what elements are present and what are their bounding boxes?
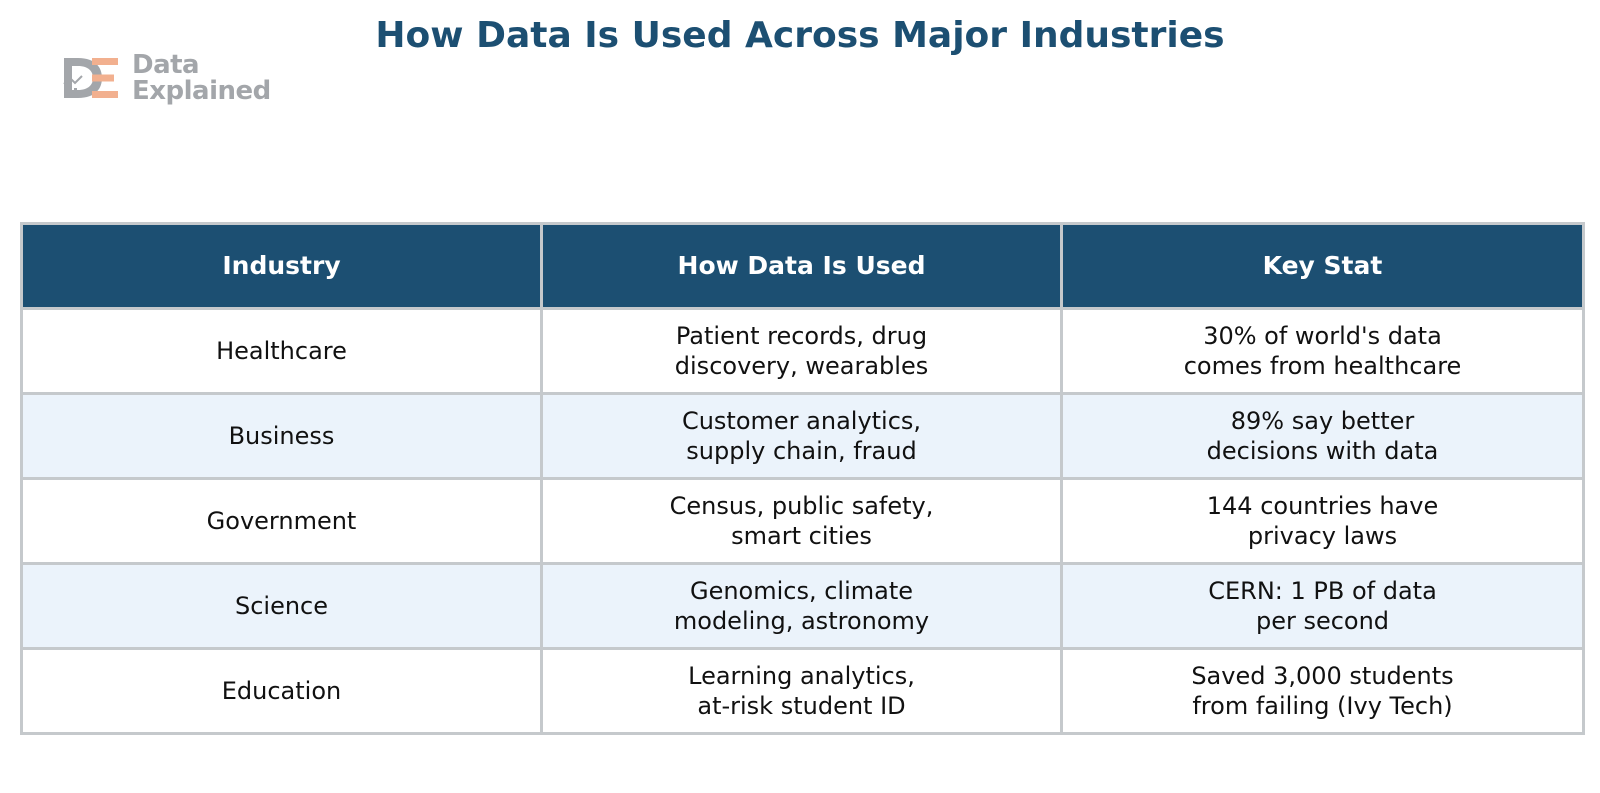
brand-logo: Data Explained: [62, 52, 271, 104]
industry-cell: Healthcare: [20, 307, 543, 395]
stat-line: 89% say better: [1230, 407, 1415, 435]
column-header-industry: Industry: [20, 222, 543, 310]
column-header-usage: How Data Is Used: [540, 222, 1063, 310]
stat-cell: CERN: 1 PB of data per second: [1060, 562, 1585, 650]
usage-line: Customer analytics,: [681, 407, 922, 435]
stat-line: per second: [1255, 607, 1390, 635]
industry-data-table: Industry How Data Is Used Key Stat Healt…: [20, 222, 1585, 735]
usage-line: discovery, wearables: [674, 352, 929, 380]
usage-line: modeling, astronomy: [673, 607, 930, 635]
stat-line: from failing (Ivy Tech): [1192, 692, 1453, 720]
stat-line: 30% of world's data: [1203, 322, 1442, 350]
table-row: Healthcare Patient records, drug discove…: [20, 307, 1585, 395]
usage-cell: Census, public safety, smart cities: [540, 477, 1063, 565]
logo-wordmark: Data Explained: [132, 52, 271, 104]
stat-line: privacy laws: [1247, 522, 1398, 550]
logo-line-2: Explained: [132, 76, 271, 106]
industry-cell: Business: [20, 392, 543, 480]
table-row: Education Learning analytics, at-risk st…: [20, 647, 1585, 735]
industry-cell: Government: [20, 477, 543, 565]
table-row: Science Genomics, climate modeling, astr…: [20, 562, 1585, 650]
logo-line-1: Data: [132, 50, 200, 80]
stat-cell: 30% of world's data comes from healthcar…: [1060, 307, 1585, 395]
usage-line: Learning analytics,: [688, 662, 915, 690]
usage-cell: Genomics, climate modeling, astronomy: [540, 562, 1063, 650]
usage-line: supply chain, fraud: [686, 437, 917, 465]
table-row: Government Census, public safety, smart …: [20, 477, 1585, 565]
usage-line: Genomics, climate: [689, 577, 914, 605]
usage-cell: Learning analytics, at-risk student ID: [540, 647, 1063, 735]
stat-cell: 89% say better decisions with data: [1060, 392, 1585, 480]
usage-line: Patient records, drug: [675, 322, 928, 350]
page-title: How Data Is Used Across Major Industries: [375, 15, 1225, 56]
usage-cell: Patient records, drug discovery, wearabl…: [540, 307, 1063, 395]
column-header-key-stat: Key Stat: [1060, 222, 1585, 310]
stat-line: Saved 3,000 students: [1191, 662, 1454, 690]
stat-line: decisions with data: [1206, 437, 1439, 465]
usage-line: smart cities: [731, 522, 872, 550]
stat-cell: Saved 3,000 students from failing (Ivy T…: [1060, 647, 1585, 735]
industry-cell: Education: [20, 647, 543, 735]
stat-line: 144 countries have: [1206, 492, 1439, 520]
usage-line: at-risk student ID: [697, 692, 906, 720]
usage-line: Census, public safety,: [669, 492, 934, 520]
table-header-row: Industry How Data Is Used Key Stat: [20, 222, 1585, 310]
stat-line: comes from healthcare: [1183, 352, 1462, 380]
usage-cell: Customer analytics, supply chain, fraud: [540, 392, 1063, 480]
de-monogram-icon: [63, 58, 118, 98]
industry-cell: Science: [20, 562, 543, 650]
table-row: Business Customer analytics, supply chai…: [20, 392, 1585, 480]
stat-line: CERN: 1 PB of data: [1208, 577, 1437, 605]
stat-cell: 144 countries have privacy laws: [1060, 477, 1585, 565]
